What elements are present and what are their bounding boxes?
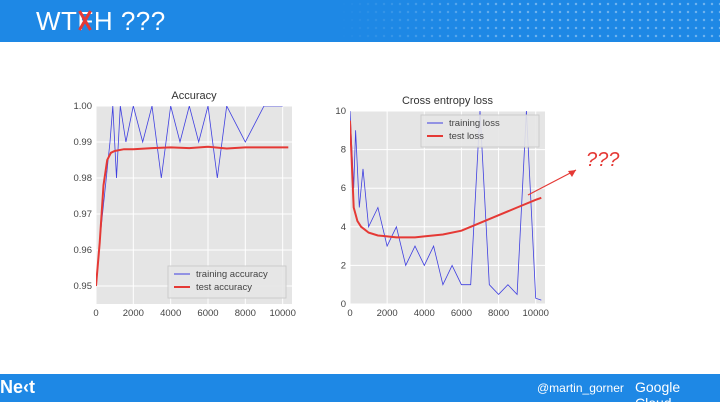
legend-label: training accuracy xyxy=(196,269,268,280)
arrow-line xyxy=(527,169,577,196)
accuracy-chart: Accuracy 0 2000 4000 6000 8000 10000 0.95 0.96 0.… xyxy=(74,90,296,319)
x-tick-label: 0 xyxy=(347,308,352,319)
y-tick-label: 8 xyxy=(341,145,346,156)
chart-title: Cross entropy loss xyxy=(402,95,494,107)
legend-label: test accuracy xyxy=(196,282,252,293)
y-tick-label: 0.99 xyxy=(74,137,93,148)
header-dot-pattern xyxy=(340,0,720,42)
chart-title: Accuracy xyxy=(171,90,217,102)
x-tick-label: 4000 xyxy=(414,308,435,319)
y-tick-label: 1.00 xyxy=(74,101,93,112)
x-tick-label: 0 xyxy=(93,308,98,319)
x-tick-label: 4000 xyxy=(160,308,181,319)
title-part-2: H ??? xyxy=(93,6,166,36)
y-tick-label: 0.98 xyxy=(74,173,93,184)
y-tick-label: 6 xyxy=(341,183,346,194)
x-tick-label: 8000 xyxy=(235,308,256,319)
title-part-1: WT xyxy=(36,6,78,36)
loss-chart: Cross entropy loss 0 2000 4000 6000 8000 10000… xyxy=(335,95,549,319)
series-line-test-loss xyxy=(350,120,542,239)
struck-letter: F xyxy=(77,6,94,36)
y-tick-label: 10 xyxy=(335,106,346,117)
x-tick-label: 2000 xyxy=(377,308,398,319)
x-tick-label: 8000 xyxy=(488,308,509,319)
annotation-arrow xyxy=(527,169,577,196)
series-line-training-loss xyxy=(350,111,542,301)
slide-footer: Ne‹t @martin_gorner Google Cloud xyxy=(0,374,720,411)
legend-box xyxy=(420,114,540,148)
legend-label: test loss xyxy=(449,131,484,142)
legend-label: training loss xyxy=(449,118,500,129)
question-annotation: ??? xyxy=(586,149,620,171)
charts-canvas: Accuracy 0 2000 4000 6000 8000 10000 0.95 0.96 0.… xyxy=(74,90,621,319)
x-tick-label: 10000 xyxy=(269,308,295,319)
y-tick-label: 4 xyxy=(341,222,346,233)
series-line-test-accuracy xyxy=(96,145,289,287)
legend-box xyxy=(167,265,287,299)
series-line-training-accuracy xyxy=(96,106,283,287)
x-tick-label: 10000 xyxy=(523,308,549,319)
y-tick-label: 0.95 xyxy=(74,281,93,292)
slide-header: WTFH ??? xyxy=(0,0,720,42)
y-tick-label: 0.97 xyxy=(74,209,93,220)
y-tick-label: 2 xyxy=(341,260,346,271)
x-tick-label: 6000 xyxy=(197,308,218,319)
arrow-head xyxy=(568,170,576,177)
y-tick-label: 0 xyxy=(341,299,346,310)
next-logo: Ne‹t xyxy=(0,377,35,397)
x-tick-label: 2000 xyxy=(123,308,144,319)
slide-title: WTFH ??? xyxy=(36,5,166,37)
y-tick-label: 0.96 xyxy=(74,245,93,256)
twitter-handle: @martin_gorner xyxy=(537,381,624,395)
google-cloud-logo: Google Cloud xyxy=(635,379,681,411)
x-tick-label: 6000 xyxy=(451,308,472,319)
